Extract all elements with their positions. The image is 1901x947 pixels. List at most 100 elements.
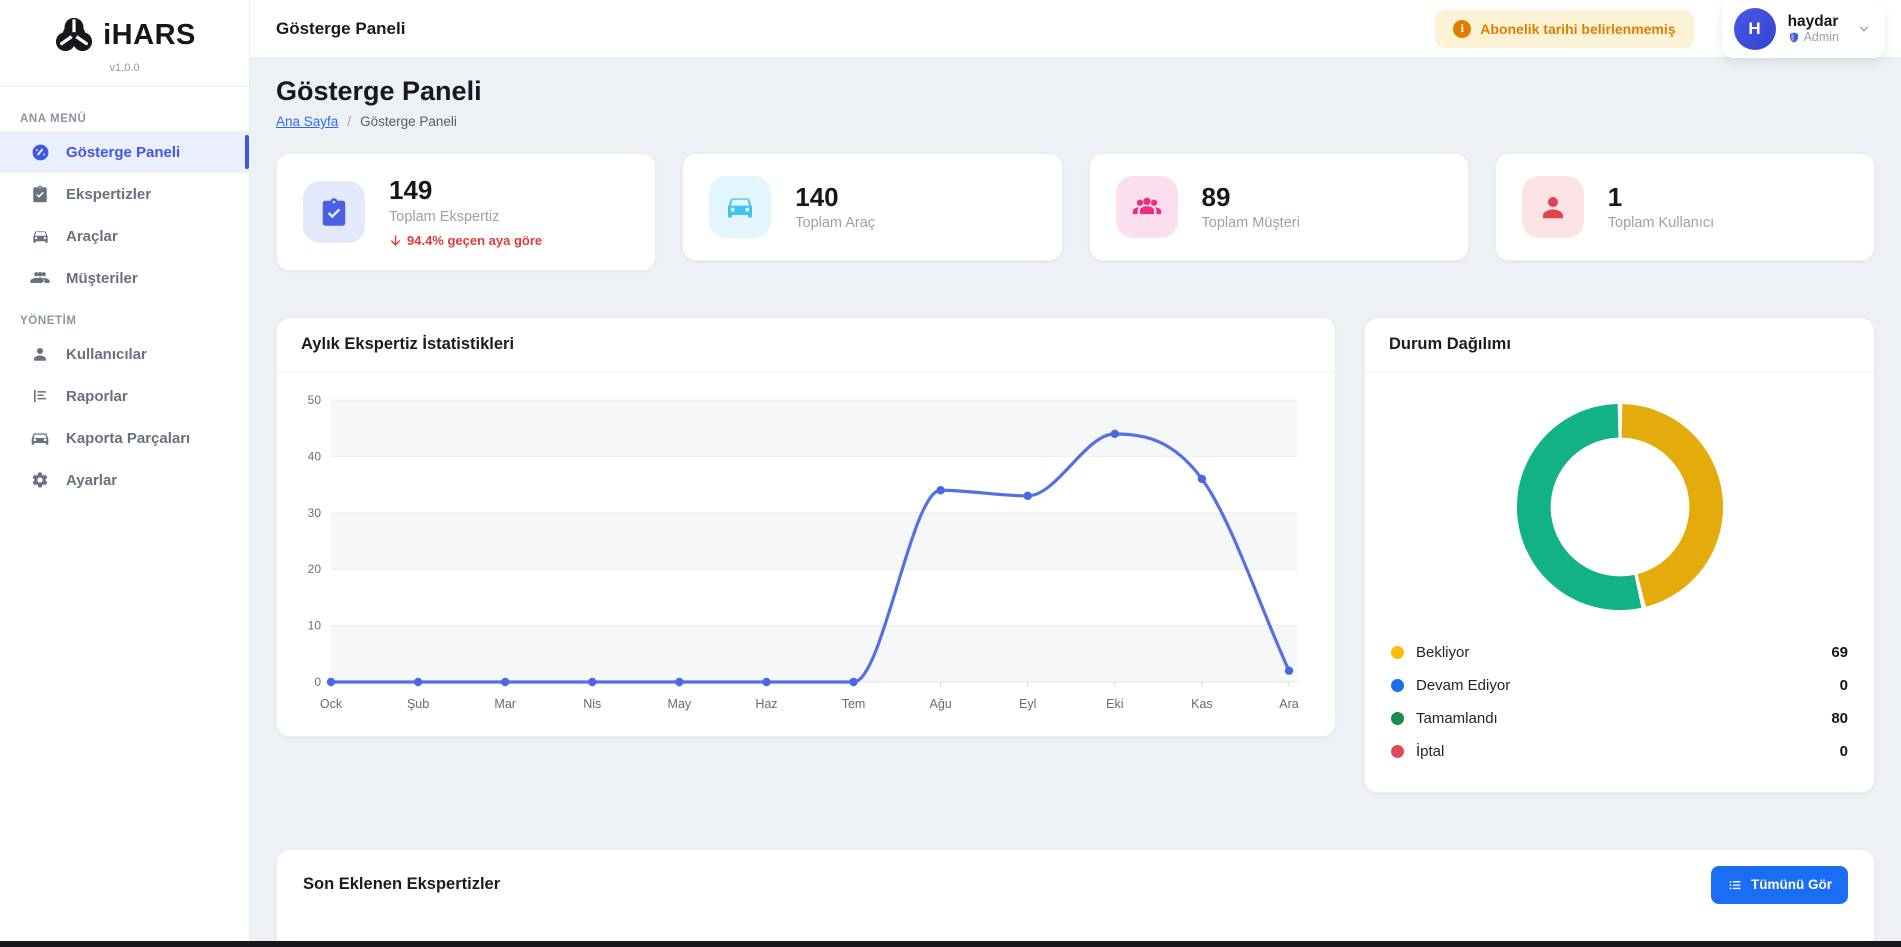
breadcrumb-home-link[interactable]: Ana Sayfa bbox=[276, 114, 339, 129]
sidebar-nav: ANA MENÜ Gösterge Paneli Ekspertizler Ar… bbox=[0, 87, 249, 501]
stat-card-toplam-kullanici: 1 Toplam Kullanıcı bbox=[1494, 153, 1875, 261]
avatar: H bbox=[1733, 7, 1776, 50]
svg-text:Kas: Kas bbox=[1191, 697, 1213, 711]
recent-expertises-header: Son Eklenen Ekspertizler Tümünü Gör bbox=[277, 850, 1874, 920]
stat-label: Toplam Kullanıcı bbox=[1607, 215, 1715, 232]
view-all-label: Tümünü Gör bbox=[1751, 877, 1832, 893]
legend-value: 80 bbox=[1831, 709, 1848, 727]
user-icon bbox=[30, 344, 50, 364]
recent-expertises-card: Son Eklenen Ekspertizler Tümünü Gör bbox=[276, 848, 1875, 947]
brand-logo-icon bbox=[53, 16, 95, 54]
legend-item-iptal: İptal 0 bbox=[1391, 735, 1848, 768]
stats-row: 149 Toplam Ekspertiz 94.4% geçen aya gör… bbox=[276, 153, 1875, 271]
bottom-edge-bar bbox=[0, 941, 1901, 947]
alert-text: Abonelik tarihi belirlenmemiş bbox=[1480, 20, 1676, 37]
stat-delta: 94.4% geçen aya göre bbox=[389, 233, 542, 248]
stat-body: 1 Toplam Kullanıcı bbox=[1608, 183, 1714, 232]
sidebar-item-label: Müşteriler bbox=[66, 269, 138, 287]
report-icon bbox=[30, 386, 50, 406]
legend-dot bbox=[1391, 678, 1404, 692]
legend-label: Devam Ediyor bbox=[1416, 676, 1511, 694]
legend-label: İptal bbox=[1416, 742, 1445, 760]
stat-card-toplam-arac: 140 Toplam Araç bbox=[682, 153, 1063, 261]
sidebar-item-ayarlar[interactable]: Ayarlar bbox=[0, 459, 249, 501]
subscription-alert-badge[interactable]: i Abonelik tarihi belirlenmemiş bbox=[1435, 9, 1694, 48]
stat-value: 140 bbox=[795, 181, 839, 212]
sidebar-item-araclar[interactable]: Araçlar bbox=[0, 215, 249, 257]
sidebar-item-gosterge-paneli[interactable]: Gösterge Paneli bbox=[0, 131, 249, 173]
recent-expertises-title: Son Eklenen Ekspertizler bbox=[303, 875, 501, 894]
clipboard-check-icon bbox=[30, 184, 50, 204]
sidebar-item-musteriler[interactable]: Müşteriler bbox=[0, 257, 249, 299]
svg-text:0: 0 bbox=[314, 675, 321, 689]
user-menu[interactable]: H haydar Admin bbox=[1721, 0, 1885, 58]
status-distribution-card: Durum Dağılımı Bekliyor 69 Devam Ediyor … bbox=[1364, 316, 1875, 793]
legend-dot bbox=[1391, 645, 1404, 659]
stat-body: 149 Toplam Ekspertiz 94.4% geçen aya gör… bbox=[389, 176, 542, 248]
stat-card-toplam-ekspertiz: 149 Toplam Ekspertiz 94.4% geçen aya gör… bbox=[276, 153, 657, 271]
user-icon bbox=[1521, 176, 1584, 238]
svg-text:Tem: Tem bbox=[842, 697, 866, 711]
sidebar-item-label: Ekspertizler bbox=[66, 185, 152, 203]
stat-value: 89 bbox=[1201, 181, 1231, 212]
sidebar-item-ekspertizler[interactable]: Ekspertizler bbox=[0, 173, 249, 215]
line-chart: 50 40 30 20 10 0 Ock Şub Mar Nis May Haz Tem Ağu Eyl Ek… bbox=[308, 393, 1299, 711]
donut-chart bbox=[1516, 403, 1723, 610]
charts-row: Aylık Ekspertiz İstatistikleri 50 40 30 20 1… bbox=[276, 316, 1875, 793]
view-all-button[interactable]: Tümünü Gör bbox=[1711, 865, 1848, 904]
top-header: Gösterge Paneli i Abonelik tarihi belirl… bbox=[250, 0, 1901, 58]
people-icon bbox=[30, 268, 50, 288]
stat-label: Toplam Araç bbox=[795, 215, 876, 232]
svg-text:10: 10 bbox=[308, 618, 322, 632]
brand-block: iHARS v1.0.0 bbox=[0, 0, 249, 87]
stat-value: 1 bbox=[1607, 181, 1623, 212]
stat-delta-text: 94.4% geçen aya göre bbox=[407, 232, 543, 248]
people-icon bbox=[1115, 176, 1178, 238]
app-version: v1.0.0 bbox=[109, 62, 140, 74]
stat-label: Toplam Ekspertiz bbox=[389, 208, 500, 225]
sidebar-item-label: Ayarlar bbox=[66, 471, 118, 489]
svg-text:May: May bbox=[668, 697, 692, 711]
stat-value: 149 bbox=[389, 175, 433, 205]
svg-text:Ock: Ock bbox=[320, 697, 343, 711]
sidebar: iHARS v1.0.0 ANA MENÜ Gösterge Paneli Ek… bbox=[0, 0, 250, 947]
legend-value: 0 bbox=[1839, 676, 1848, 694]
sidebar-item-label: Araçlar bbox=[66, 227, 118, 245]
legend-item-tamamlandi: Tamamlandı 80 bbox=[1391, 702, 1848, 735]
legend-label: Bekliyor bbox=[1416, 643, 1470, 661]
svg-text:20: 20 bbox=[308, 562, 322, 576]
car-icon bbox=[709, 176, 772, 238]
sidebar-item-raporlar[interactable]: Raporlar bbox=[0, 375, 249, 417]
gauge-icon bbox=[30, 142, 50, 162]
header-title: Gösterge Paneli bbox=[276, 18, 406, 38]
svg-text:Eyl: Eyl bbox=[1019, 697, 1036, 711]
arrow-down-icon bbox=[389, 234, 402, 247]
breadcrumb-separator: / bbox=[347, 114, 352, 129]
stat-body: 140 Toplam Araç bbox=[795, 183, 875, 232]
sidebar-item-kaporta-parcalari[interactable]: Kaporta Parçaları bbox=[0, 417, 249, 459]
list-icon bbox=[1727, 877, 1743, 893]
user-role-label: Admin bbox=[1803, 30, 1839, 45]
breadcrumb-current: Gösterge Paneli bbox=[360, 114, 457, 129]
car-parts-icon bbox=[30, 428, 50, 448]
nav-section-label: YÖNETİM bbox=[20, 315, 77, 327]
nav-section-label: ANA MENÜ bbox=[20, 113, 87, 125]
svg-text:40: 40 bbox=[308, 449, 322, 463]
svg-text:Haz: Haz bbox=[755, 697, 777, 711]
chevron-down-icon bbox=[1857, 22, 1871, 36]
clipboard-check-icon bbox=[303, 180, 365, 243]
donut-chart-area bbox=[1365, 372, 1874, 616]
sidebar-item-kullanicilar[interactable]: Kullanıcılar bbox=[0, 333, 249, 375]
brand-name: iHARS bbox=[103, 18, 196, 51]
breadcrumb: Ana Sayfa / Gösterge Paneli bbox=[276, 114, 1875, 129]
sidebar-item-label: Gösterge Paneli bbox=[66, 143, 181, 161]
svg-text:30: 30 bbox=[308, 505, 322, 519]
shield-icon bbox=[1788, 31, 1800, 44]
stat-body: 89 Toplam Müşteri bbox=[1202, 183, 1300, 232]
line-chart-area: 50 40 30 20 10 0 Ock Şub Mar Nis May Haz Tem Ağu Eyl Ek… bbox=[277, 372, 1335, 726]
svg-text:Nis: Nis bbox=[583, 697, 601, 711]
monthly-chart-title: Aylık Ekspertiz İstatistikleri bbox=[277, 318, 1335, 372]
legend-dot bbox=[1391, 711, 1404, 725]
svg-text:Şub: Şub bbox=[407, 697, 429, 711]
